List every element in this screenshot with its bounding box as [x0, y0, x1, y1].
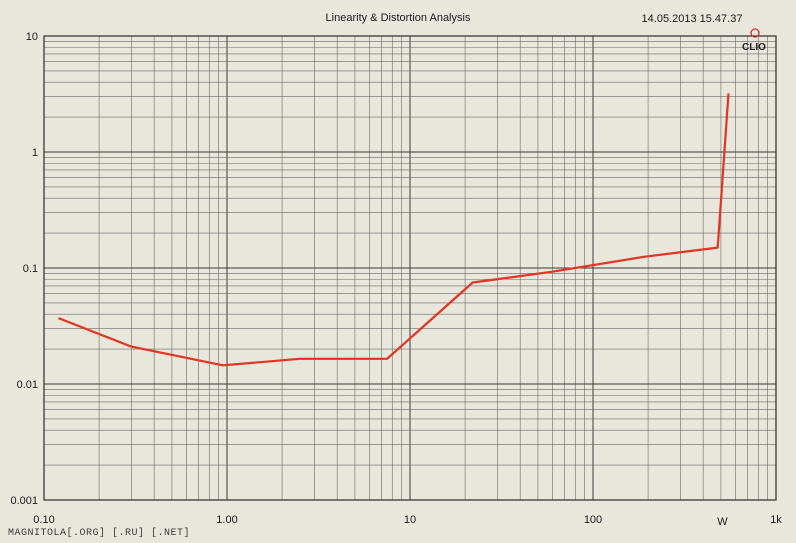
y-tick-label: 0.01 [17, 379, 38, 391]
x-tick-label: 10 [404, 514, 416, 526]
x-unit-label: W [717, 516, 728, 528]
y-tick-label: 0.1 [23, 263, 38, 275]
chart-timestamp: 14.05.2013 15.47.37 [642, 13, 743, 25]
y-tick-label: 1 [32, 147, 38, 159]
x-tick-label: 1.00 [216, 514, 237, 526]
footer-watermark: MAGNITOLA[.ORG] [.RU] [.NET] [8, 527, 190, 539]
y-tick-labels: 10 1 0.1 0.01 0.001 [10, 31, 38, 507]
logo-ring-icon [750, 28, 760, 38]
series-line [58, 93, 730, 367]
x-tick-label: 100 [584, 514, 602, 526]
clio-brand-label: CLIO [742, 42, 766, 53]
series-line-glow [58, 93, 730, 367]
series-layer [58, 93, 730, 367]
grid-lines [44, 36, 776, 500]
y-tick-label: 10 [26, 31, 38, 43]
x-tick-label: 0.10 [33, 514, 54, 526]
y-tick-label: 0.001 [10, 495, 38, 507]
chart-title: Linearity & Distortion Analysis [326, 12, 471, 24]
plot-frame [43, 35, 777, 501]
x-tick-labels: 0.10 1.00 10 100 1k W [33, 514, 782, 528]
x-tick-label: 1k [770, 514, 782, 526]
clio-logo: CLIO [742, 28, 766, 53]
